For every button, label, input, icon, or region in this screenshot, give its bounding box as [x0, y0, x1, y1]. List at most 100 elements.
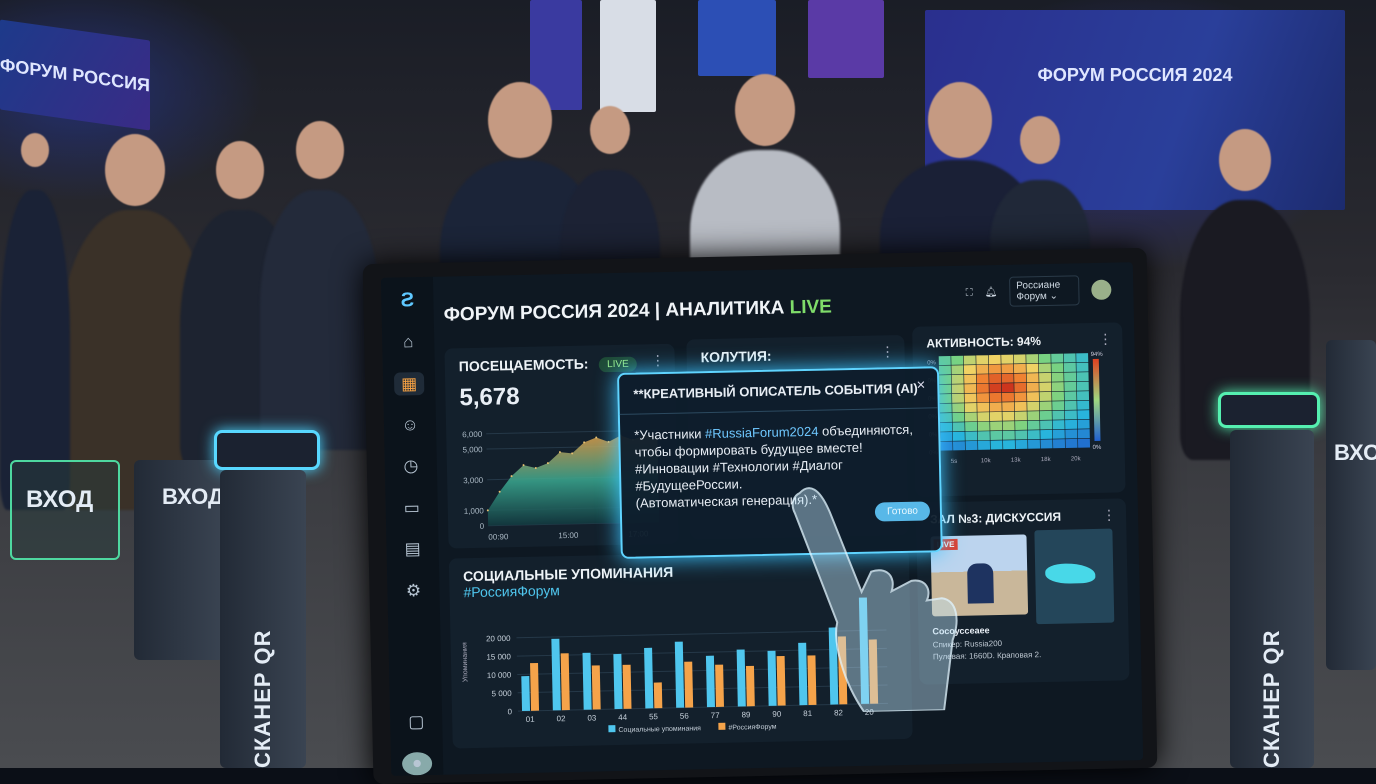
home-icon[interactable]: ⌂ — [402, 332, 414, 352]
qr-scanner-right: СКАНЕР QR — [1230, 430, 1314, 768]
bar — [613, 653, 623, 710]
legend-swatch — [608, 725, 616, 733]
more-icon[interactable]: ⋮ — [880, 343, 895, 360]
user-label: Россиане Форум — [1016, 279, 1061, 303]
world-map[interactable] — [1034, 528, 1115, 625]
user-icon[interactable]: ☺ — [401, 415, 419, 435]
heatmap-cell — [965, 421, 978, 432]
heatmap-cell — [1051, 382, 1064, 392]
topbar: ⛶ 🔔︎ Россиане Форум ⌄ — [965, 275, 1112, 308]
x-tick: 5s — [951, 459, 957, 465]
gridline — [517, 684, 888, 694]
heatmap-cell — [939, 403, 952, 413]
heatmap-cell — [990, 440, 1003, 450]
heatmap-cell — [1013, 354, 1026, 364]
data-point — [583, 441, 586, 444]
heatmap-cell — [1064, 410, 1077, 420]
gate-label: СКАНЕР QR — [1259, 629, 1284, 768]
x-tick: 82 — [834, 708, 844, 717]
gate-label: ВХОД — [162, 484, 224, 509]
document-icon[interactable]: ▤ — [404, 539, 421, 559]
heatmap-cell — [1077, 438, 1091, 448]
gate-label: ВХОД — [26, 486, 94, 513]
y-tick: 5 000 — [492, 689, 513, 698]
heatmap-cell — [963, 364, 976, 375]
heatmap-cell — [952, 441, 966, 451]
grid-icon[interactable]: ▦ — [393, 371, 425, 396]
close-icon[interactable]: × — [916, 376, 926, 394]
bar — [807, 655, 817, 706]
more-icon[interactable]: ⋮ — [1098, 330, 1113, 347]
heatmap-cell — [1040, 420, 1053, 430]
data-point — [486, 509, 489, 512]
heatmap-cell — [1027, 439, 1041, 449]
monitor-icon[interactable]: ▭ — [403, 497, 420, 518]
data-point — [522, 464, 525, 467]
heatmap-cell — [1052, 410, 1065, 420]
gridline — [517, 666, 888, 675]
turnstile-right: ВХО — [1326, 340, 1376, 670]
heatmap-cell — [939, 374, 952, 385]
heatmap-cell — [989, 392, 1002, 403]
bar — [551, 638, 561, 711]
settings-icon[interactable]: ⚙ — [405, 580, 422, 600]
y-tick: 0% — [927, 360, 936, 366]
avatar[interactable] — [1091, 279, 1112, 301]
heatmap-cell — [1039, 401, 1052, 411]
chat-icon[interactable]: ▢ — [408, 712, 425, 732]
heatmap-cell — [940, 431, 953, 442]
gate-label: ВХО — [1334, 440, 1376, 465]
bar — [776, 656, 786, 706]
heatmap-cell — [989, 402, 1002, 412]
bar — [644, 647, 654, 709]
bar — [767, 650, 777, 706]
attendee — [260, 190, 380, 450]
heatmap-cell — [1001, 392, 1015, 402]
title-live: LIVE — [789, 296, 833, 319]
heatmap-cell — [1001, 373, 1014, 383]
heatmap-cell — [1051, 391, 1065, 401]
heatmap-cell — [989, 411, 1002, 422]
bar — [653, 682, 663, 709]
heatmap-cell — [988, 354, 1001, 365]
heatmap-cell — [951, 384, 964, 394]
y-tick: 20 000 — [486, 634, 511, 644]
heatmap-cell — [965, 440, 978, 451]
user-menu[interactable]: Россиане Форум ⌄ — [1009, 275, 1080, 307]
more-icon[interactable]: ⋮ — [650, 351, 665, 369]
heatmap-cell — [939, 412, 952, 423]
avatar[interactable]: ● — [401, 751, 433, 776]
gridline — [516, 629, 887, 639]
y-tick: 3,000 — [463, 476, 484, 485]
bar — [582, 652, 592, 710]
heatmap-cell — [1014, 392, 1027, 402]
heatmap-cell — [1076, 362, 1089, 372]
heatmap-cell — [951, 365, 964, 375]
heatmap-cell — [1002, 411, 1015, 421]
card-title: КОЛУТИЯ: — [700, 347, 772, 366]
heatmap-cell — [976, 374, 989, 384]
heatmap-cell — [938, 355, 951, 366]
attendee-head — [1219, 128, 1271, 192]
x-tick: 20 — [865, 708, 875, 717]
attendance-area — [487, 434, 660, 526]
more-icon[interactable]: ⋮ — [1101, 506, 1117, 523]
bell-icon[interactable]: 🔔︎ — [984, 286, 998, 298]
heatmap-cell — [989, 373, 1002, 384]
hashtag[interactable]: #RussiaForum2024 — [704, 423, 819, 442]
heatmap-cell — [1063, 362, 1076, 373]
turnstile-left2: ВХОД — [134, 460, 224, 660]
bar — [858, 597, 870, 704]
clock-icon[interactable]: ◷ — [403, 456, 419, 476]
heatmap-cell — [990, 430, 1003, 441]
bar — [736, 649, 746, 707]
fullscreen-icon[interactable]: ⛶ — [965, 286, 973, 299]
heatmap-cell — [1039, 410, 1052, 421]
y-tick: 15 000 — [486, 652, 511, 662]
page-title: ФОРУМ РОССИЯ 2024 | АНАЛИТИКА LIVE — [444, 296, 833, 326]
heatmap-cell — [1014, 401, 1027, 412]
heatmap-cell — [977, 412, 990, 422]
heatmap-cell — [976, 393, 990, 403]
heatmap-cell — [976, 364, 989, 374]
